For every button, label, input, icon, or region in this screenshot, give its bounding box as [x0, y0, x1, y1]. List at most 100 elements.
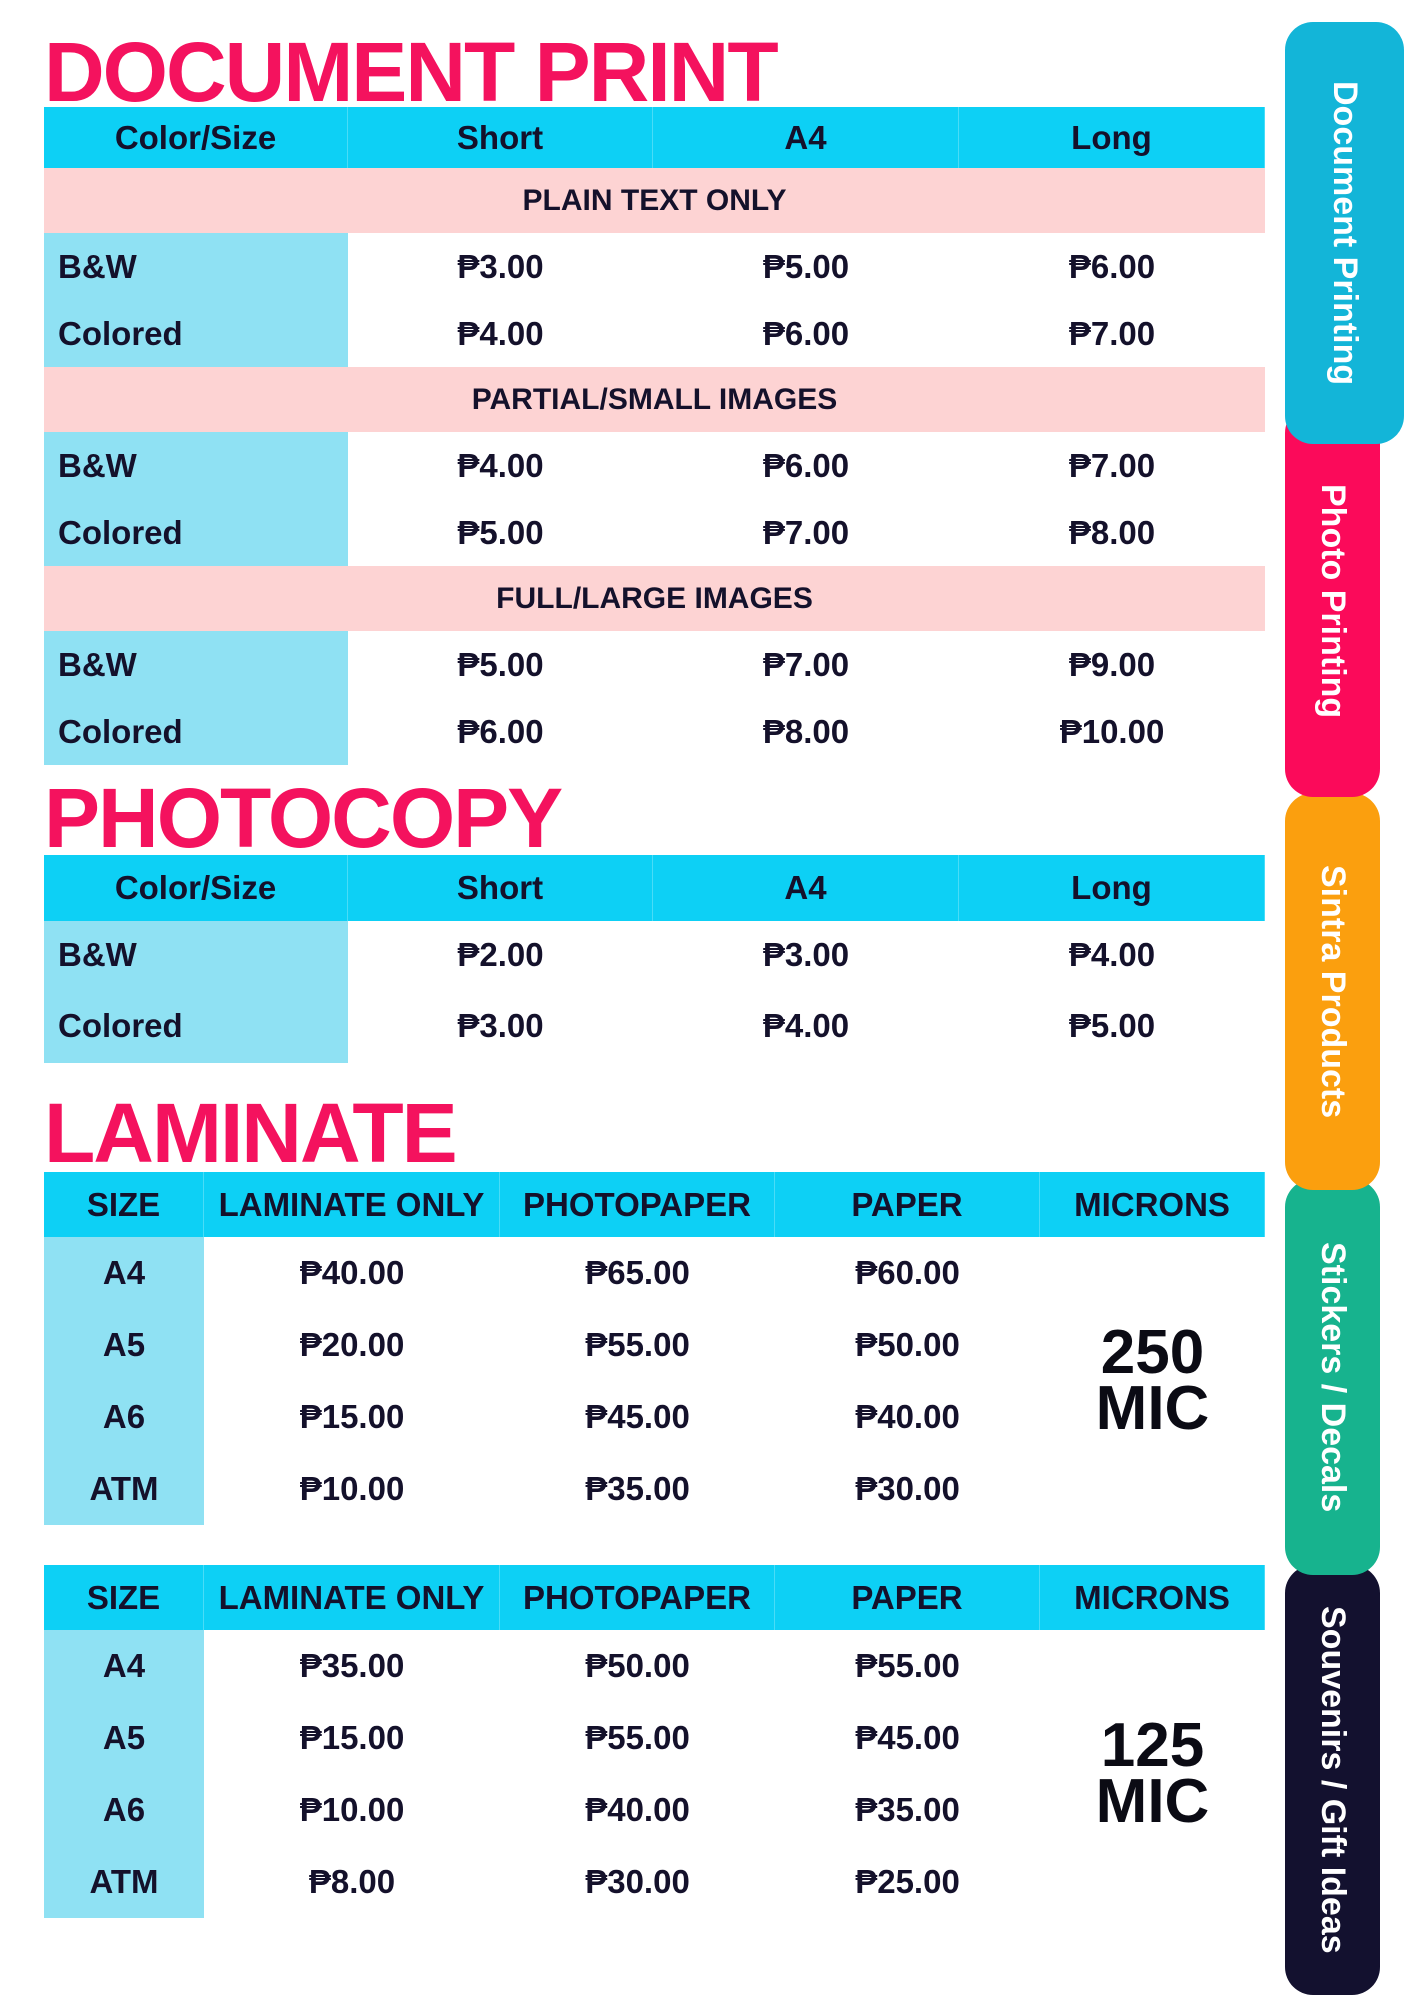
section-band: PARTIAL/SMALL IMAGES	[44, 367, 1265, 432]
row-label: Colored	[44, 698, 348, 765]
price-cell: ₱40.00	[299, 1254, 405, 1291]
row-label: A4	[44, 1237, 204, 1309]
price-cell: ₱15.00	[299, 1398, 405, 1435]
column-header: A4	[653, 107, 959, 168]
tab-stickers-decals[interactable]: Stickers / Decals	[1285, 1179, 1380, 1575]
section-band: FULL/LARGE IMAGES	[44, 566, 1265, 631]
row-label: B&W	[44, 432, 348, 499]
price-cell: ₱55.00	[585, 1326, 690, 1363]
row-label: B&W	[44, 921, 348, 989]
price-cell: ₱4.00	[762, 1007, 850, 1044]
table-row: B&W ₱2.00 ₱3.00 ₱4.00	[44, 921, 1265, 989]
tab-label: Stickers / Decals	[1314, 1241, 1352, 1513]
column-header: PAPER	[775, 1172, 1040, 1237]
price-cell: ₱3.00	[457, 247, 544, 285]
price-cell: ₱20.00	[299, 1326, 405, 1363]
price-cell: ₱30.00	[585, 1863, 690, 1900]
photocopy-table: Color/Size Short A4 Long B&W ₱2.00 ₱3.00 ₱4.00 C…	[44, 855, 1265, 1063]
column-header: A4	[653, 855, 959, 921]
microns-text: 250 MIC	[1095, 1318, 1210, 1443]
row-label: Colored	[44, 300, 348, 367]
microns-unit: MIC	[1095, 1374, 1210, 1443]
microns-unit: MIC	[1095, 1767, 1210, 1836]
price-cell: ₱7.00	[1068, 314, 1156, 352]
price-cell: ₱7.00	[762, 513, 850, 551]
price-cell: ₱35.00	[855, 1791, 960, 1828]
row-label: ATM	[44, 1846, 204, 1918]
column-header: Color/Size	[44, 855, 348, 921]
price-cell: ₱3.00	[457, 1007, 544, 1044]
table-row: ATM ₱10.00 ₱35.00 ₱30.00	[44, 1453, 1265, 1525]
table-row: Colored ₱5.00 ₱7.00 ₱8.00	[44, 499, 1265, 566]
table-header-row: Color/Size Short A4 Long	[44, 855, 1265, 921]
column-header: PAPER	[775, 1565, 1040, 1630]
price-cell: ₱10.00	[1059, 712, 1165, 750]
row-label: A5	[44, 1309, 204, 1381]
table-row: ATM ₱8.00 ₱30.00 ₱25.00	[44, 1846, 1265, 1918]
column-header: Color/Size	[44, 107, 348, 168]
price-cell: ₱25.00	[855, 1863, 960, 1900]
price-cell: ₱3.00	[762, 936, 850, 973]
column-header: Long	[959, 855, 1265, 921]
price-cell: ₱10.00	[299, 1791, 405, 1828]
price-cell: ₱30.00	[855, 1470, 960, 1507]
microns-value: 250 MIC	[1040, 1237, 1265, 1525]
table-row: A4 ₱35.00 ₱50.00 ₱55.00	[44, 1630, 1265, 1702]
table-row: Colored ₱4.00 ₱6.00 ₱7.00	[44, 300, 1265, 367]
column-header: MICRONS	[1040, 1172, 1265, 1237]
price-cell: ₱8.00	[308, 1863, 396, 1900]
laminate-125-table: SIZE LAMINATE ONLY PHOTOPAPER PAPER MICRONS A…	[44, 1565, 1265, 1918]
price-cell: ₱6.00	[457, 712, 544, 750]
laminate-250-table: SIZE LAMINATE ONLY PHOTOPAPER PAPER MICRONS A…	[44, 1172, 1265, 1525]
price-cell: ₱50.00	[855, 1326, 960, 1363]
price-cell: ₱35.00	[299, 1647, 405, 1684]
microns-number: 125	[1100, 1711, 1205, 1781]
price-cell: ₱4.00	[457, 314, 544, 352]
tab-label: Photo Printing	[1314, 483, 1352, 719]
row-label: A6	[44, 1381, 204, 1453]
table-row: B&W ₱4.00 ₱6.00 ₱7.00	[44, 432, 1265, 499]
table-header-row: SIZE LAMINATE ONLY PHOTOPAPER PAPER MICRONS	[44, 1172, 1265, 1237]
table-row: A5 ₱20.00 ₱55.00 ₱50.00	[44, 1309, 1265, 1381]
table-header-row: SIZE LAMINATE ONLY PHOTOPAPER PAPER MICRONS	[44, 1565, 1265, 1630]
laminate-title: LAMINATE	[44, 1086, 458, 1180]
price-cell: ₱4.00	[457, 446, 544, 484]
price-cell: ₱7.00	[1068, 446, 1156, 484]
price-cell: ₱5.00	[762, 247, 850, 285]
tab-document-printing[interactable]: Document Printing	[1285, 22, 1404, 444]
price-cell: ₱65.00	[585, 1254, 690, 1291]
table-row: Colored ₱3.00 ₱4.00 ₱5.00	[44, 989, 1265, 1063]
price-cell: ₱45.00	[855, 1719, 960, 1756]
document-print-table: Color/Size Short A4 Long PLAIN TEXT ONLY B&W ₱…	[44, 107, 1265, 765]
column-header: PHOTOPAPER	[500, 1565, 775, 1630]
table-row: A4 ₱40.00 ₱65.00 ₱60.00	[44, 1237, 1265, 1309]
tab-sintra-products[interactable]: Sintra Products	[1285, 793, 1380, 1190]
row-label: A6	[44, 1774, 204, 1846]
photocopy-title: PHOTOCOPY	[44, 771, 563, 865]
price-cell: ₱6.00	[762, 314, 850, 352]
price-cell: ₱6.00	[1068, 247, 1156, 285]
price-cell: ₱55.00	[585, 1719, 690, 1756]
column-header: MICRONS	[1040, 1565, 1265, 1630]
microns-value: 125 MIC	[1040, 1630, 1265, 1918]
table-row: B&W ₱5.00 ₱7.00 ₱9.00	[44, 631, 1265, 698]
price-cell: ₱50.00	[585, 1647, 690, 1684]
row-label: B&W	[44, 631, 348, 698]
column-header: SIZE	[44, 1565, 204, 1630]
price-cell: ₱8.00	[762, 712, 850, 750]
price-cell: ₱40.00	[855, 1398, 960, 1435]
price-cell: ₱60.00	[855, 1254, 960, 1291]
tab-souvenirs-gift-ideas[interactable]: Souvenirs / Gift Ideas	[1285, 1565, 1380, 1995]
column-header: LAMINATE ONLY	[204, 1172, 500, 1237]
price-cell: ₱9.00	[1068, 645, 1156, 683]
microns-number: 250	[1100, 1318, 1205, 1388]
microns-text: 125 MIC	[1095, 1711, 1210, 1836]
row-label: Colored	[44, 499, 348, 566]
table-row: B&W ₱3.00 ₱5.00 ₱6.00	[44, 233, 1265, 300]
row-label: B&W	[44, 233, 348, 300]
tab-photo-printing[interactable]: Photo Printing	[1285, 405, 1380, 797]
tab-label: Sintra Products	[1314, 864, 1352, 1119]
price-cell: ₱35.00	[585, 1470, 690, 1507]
column-header: LAMINATE ONLY	[204, 1565, 500, 1630]
table-row: Colored ₱6.00 ₱8.00 ₱10.00	[44, 698, 1265, 765]
